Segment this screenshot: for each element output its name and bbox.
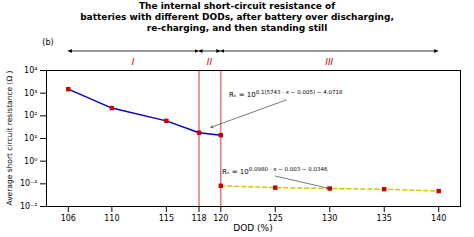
- svg-text:Rₛ = 100.0980 · x − 0.003 − 0.: Rₛ = 100.0980 · x − 0.003 − 0.0346: [222, 166, 328, 176]
- svg-text:10⁴: 10⁴: [24, 66, 37, 75]
- svg-text:II: II: [207, 57, 213, 67]
- svg-text:DOD (%): DOD (%): [233, 223, 272, 233]
- svg-text:(b): (b): [42, 38, 53, 47]
- svg-text:10²: 10²: [24, 111, 37, 120]
- svg-text:110: 110: [104, 214, 119, 223]
- svg-text:135: 135: [377, 214, 392, 223]
- svg-text:10⁻¹: 10⁻¹: [20, 179, 38, 188]
- svg-text:I: I: [132, 57, 135, 67]
- svg-text:130: 130: [322, 214, 337, 223]
- svg-text:10³: 10³: [24, 89, 37, 98]
- svg-text:140: 140: [431, 214, 446, 223]
- svg-text:120: 120: [213, 214, 228, 223]
- svg-text:10⁻²: 10⁻²: [20, 202, 38, 211]
- svg-text:106: 106: [61, 214, 76, 223]
- html-text:The internal short-circuit res: The internal short-circuit resistance of…: [80, 1, 394, 33]
- svg-text:III: III: [325, 57, 333, 67]
- svg-text:10⁰: 10⁰: [24, 157, 37, 166]
- svg-text:Rₛ = 100.1(5743 · x − 0.005) −: Rₛ = 100.1(5743 · x − 0.005) − 4.0718: [229, 89, 343, 99]
- svg-text:Average short circuit resistan: Average short circuit resistance (Ω ): [5, 70, 14, 205]
- svg-text:118: 118: [191, 214, 206, 223]
- svg-text:115: 115: [159, 214, 174, 223]
- svg-text:125: 125: [268, 214, 283, 223]
- svg-text:10¹: 10¹: [24, 134, 37, 143]
